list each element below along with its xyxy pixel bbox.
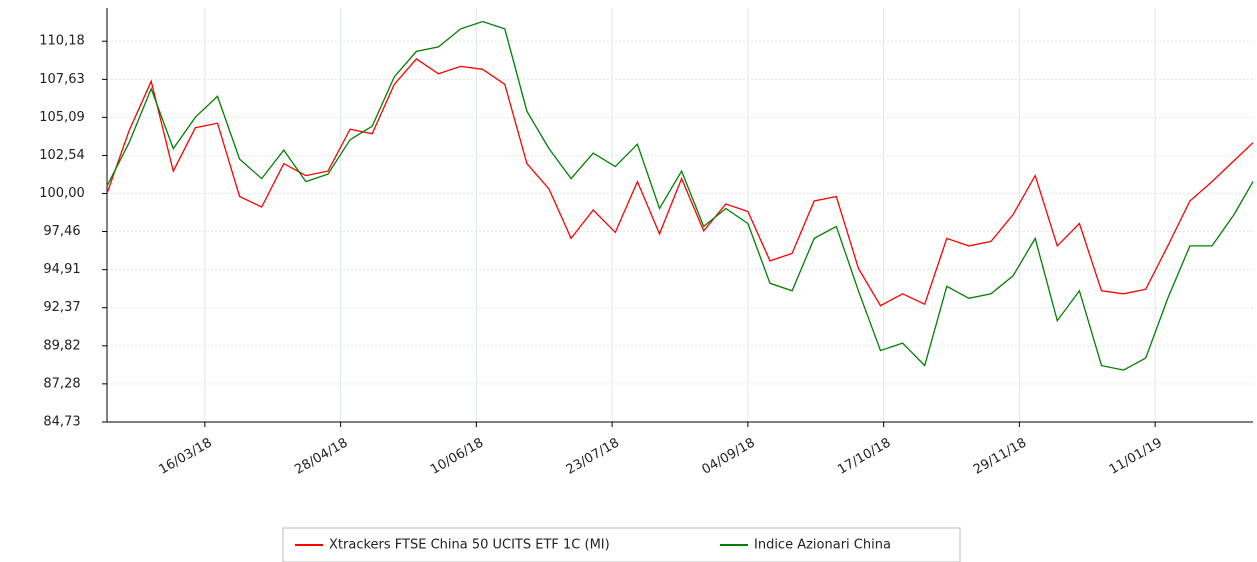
x-tick-label: 29/11/18 [971, 436, 1029, 478]
y-tick-label: 107,63 [39, 72, 85, 87]
y-tick-label: 100,00 [39, 186, 85, 201]
x-tick-label: 23/07/18 [564, 436, 622, 478]
y-tick-label: 89,82 [43, 338, 80, 353]
y-tick-label: 84,73 [43, 415, 80, 430]
legend-box [282, 527, 961, 562]
x-tick-label: 11/01/19 [1107, 436, 1165, 478]
legend-label: Xtrackers FTSE China 50 UCITS ETF 1C (MI… [329, 538, 610, 553]
y-tick-label: 110,18 [39, 34, 85, 49]
y-tick-label: 87,28 [43, 376, 80, 391]
x-tick-label: 16/03/18 [157, 436, 215, 478]
y-tick-label: 94,91 [43, 262, 80, 277]
y-tick-label: 102,54 [39, 148, 85, 163]
legend-label: Indice Azionari China [754, 538, 891, 553]
y-tick-label: 105,09 [39, 110, 85, 125]
x-tick-label: 17/10/18 [835, 436, 893, 478]
x-tick-label: 28/04/18 [292, 436, 350, 478]
y-tick-label: 97,46 [43, 224, 80, 239]
series-line [106, 20, 1254, 371]
x-tick-label: 04/09/18 [700, 436, 758, 478]
series-line [106, 58, 1254, 307]
y-tick-label: 92,37 [43, 300, 80, 315]
x-tick-label: 10/06/18 [428, 436, 486, 478]
